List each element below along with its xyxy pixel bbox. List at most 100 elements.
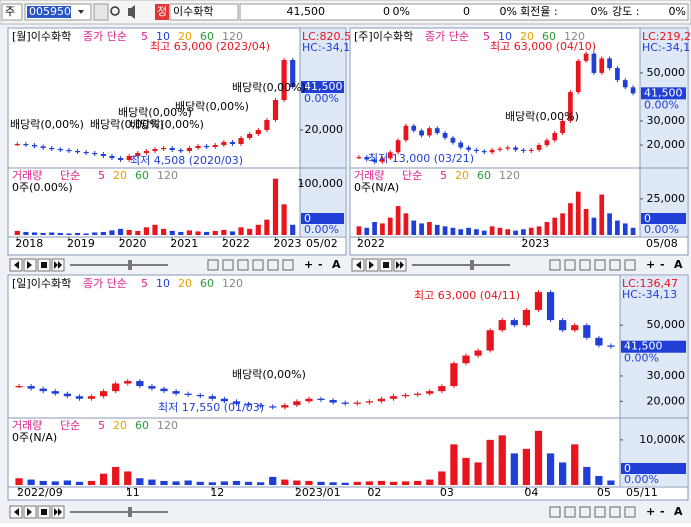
volume-ma-period: 5 bbox=[98, 169, 105, 182]
price-label: 41,500 bbox=[624, 340, 663, 353]
tool-icon bbox=[564, 506, 576, 518]
candle bbox=[462, 355, 470, 364]
volume-bar bbox=[427, 222, 432, 235]
panel bbox=[349, 27, 689, 256]
hc-label: HC:-34,1 bbox=[302, 41, 350, 54]
volume-bar bbox=[109, 230, 115, 235]
tool-icon bbox=[207, 259, 219, 271]
y-tick-label: 20,000 bbox=[647, 138, 686, 151]
candle bbox=[560, 120, 565, 134]
nav-end bbox=[396, 261, 404, 269]
volume-bar bbox=[161, 228, 167, 235]
volume-ma-label: 단순 bbox=[402, 169, 422, 182]
candle bbox=[317, 398, 325, 401]
volume-bar bbox=[438, 471, 446, 485]
hc-label: HC:-34,1 bbox=[642, 41, 690, 54]
ma-period: 60 bbox=[200, 277, 214, 290]
volume-bar bbox=[290, 224, 296, 235]
annotation: 최저 4,508 (2020/03) bbox=[130, 154, 243, 167]
tool-icon bbox=[237, 259, 249, 271]
volume-bar bbox=[458, 229, 464, 235]
volume-ma-period: 5 bbox=[440, 169, 447, 182]
list-button[interactable] bbox=[93, 3, 109, 21]
turnover-label: 회전율 : bbox=[520, 5, 558, 18]
candle bbox=[136, 380, 144, 387]
ma-period: 60 bbox=[542, 30, 556, 43]
sound-icon[interactable] bbox=[128, 5, 135, 19]
market-select[interactable] bbox=[1, 3, 23, 21]
nav-prev bbox=[356, 261, 361, 269]
candle bbox=[75, 396, 84, 399]
price-axis-strip bbox=[640, 29, 687, 236]
volume-bar bbox=[544, 222, 550, 235]
turnover: 0% bbox=[591, 5, 608, 18]
volume-bar bbox=[135, 230, 141, 235]
volume-bar bbox=[521, 229, 526, 235]
annotation: 배당락(0,00%) bbox=[232, 81, 306, 94]
candle bbox=[486, 330, 494, 351]
volume-pct: 0% bbox=[500, 5, 517, 18]
candle bbox=[607, 345, 615, 347]
candle bbox=[27, 386, 35, 389]
volume-title: 거래량 bbox=[12, 419, 42, 432]
volume-ma-period: 20 bbox=[113, 419, 127, 432]
panel bbox=[7, 27, 347, 256]
volume-bar bbox=[172, 481, 180, 485]
volume-bar bbox=[257, 482, 265, 485]
candle bbox=[40, 146, 46, 148]
y-tick-label: 20,000 bbox=[305, 123, 344, 136]
ma-period: 20 bbox=[520, 30, 534, 43]
candle bbox=[143, 151, 149, 153]
volume-info: 0주(N/A) bbox=[12, 431, 57, 444]
strength: 0% bbox=[669, 5, 686, 18]
candle bbox=[411, 125, 417, 131]
zoom-thumb bbox=[128, 507, 132, 517]
candle bbox=[148, 386, 156, 389]
dropdown-arrow[interactable] bbox=[78, 10, 84, 14]
volume-bar bbox=[23, 231, 29, 235]
candle bbox=[498, 320, 506, 331]
volume-bar bbox=[466, 227, 471, 235]
volume-bar bbox=[229, 231, 236, 235]
annotation: 배당락(0,00%) bbox=[118, 106, 192, 119]
x-tick-label: 2022 bbox=[357, 237, 385, 250]
volume-bar bbox=[57, 232, 63, 235]
candle bbox=[126, 156, 132, 160]
volume-bar bbox=[15, 478, 23, 485]
panel-title: [월]이수화학 bbox=[12, 30, 71, 43]
volume-bar bbox=[152, 224, 158, 235]
volume-bar bbox=[583, 209, 589, 235]
strength-label: 강도 : bbox=[612, 5, 639, 18]
tool-button: - bbox=[318, 258, 323, 271]
volume-bar bbox=[434, 224, 440, 235]
annotation: 최저 17,550 (01/03) bbox=[158, 401, 264, 414]
volume-bar bbox=[560, 213, 565, 235]
volume-bar bbox=[208, 482, 216, 485]
search-icon[interactable] bbox=[110, 6, 120, 16]
candle bbox=[14, 144, 20, 146]
volume-ma-period: 5 bbox=[98, 419, 105, 432]
tool-icon bbox=[282, 259, 294, 271]
candle bbox=[497, 148, 503, 150]
volume-bar bbox=[247, 228, 253, 235]
volume-bar bbox=[255, 224, 261, 235]
candle bbox=[615, 68, 620, 81]
candle bbox=[66, 150, 72, 152]
nav-stop bbox=[41, 262, 47, 268]
volume-bar bbox=[522, 448, 531, 485]
candle bbox=[474, 350, 482, 356]
candle bbox=[83, 152, 89, 154]
nav-prev bbox=[14, 508, 19, 516]
y-tick-label: 30,000 bbox=[647, 369, 686, 382]
volume-title: 거래량 bbox=[354, 169, 384, 182]
candle bbox=[247, 134, 253, 138]
candle bbox=[281, 60, 287, 100]
candle bbox=[595, 337, 603, 346]
candle bbox=[220, 398, 229, 402]
volume-bar bbox=[293, 480, 301, 485]
y-tick-label: 20,000 bbox=[647, 394, 686, 407]
candle bbox=[305, 398, 313, 402]
volume-bar bbox=[536, 226, 542, 235]
candle bbox=[232, 401, 241, 404]
tool-icon bbox=[579, 259, 591, 271]
